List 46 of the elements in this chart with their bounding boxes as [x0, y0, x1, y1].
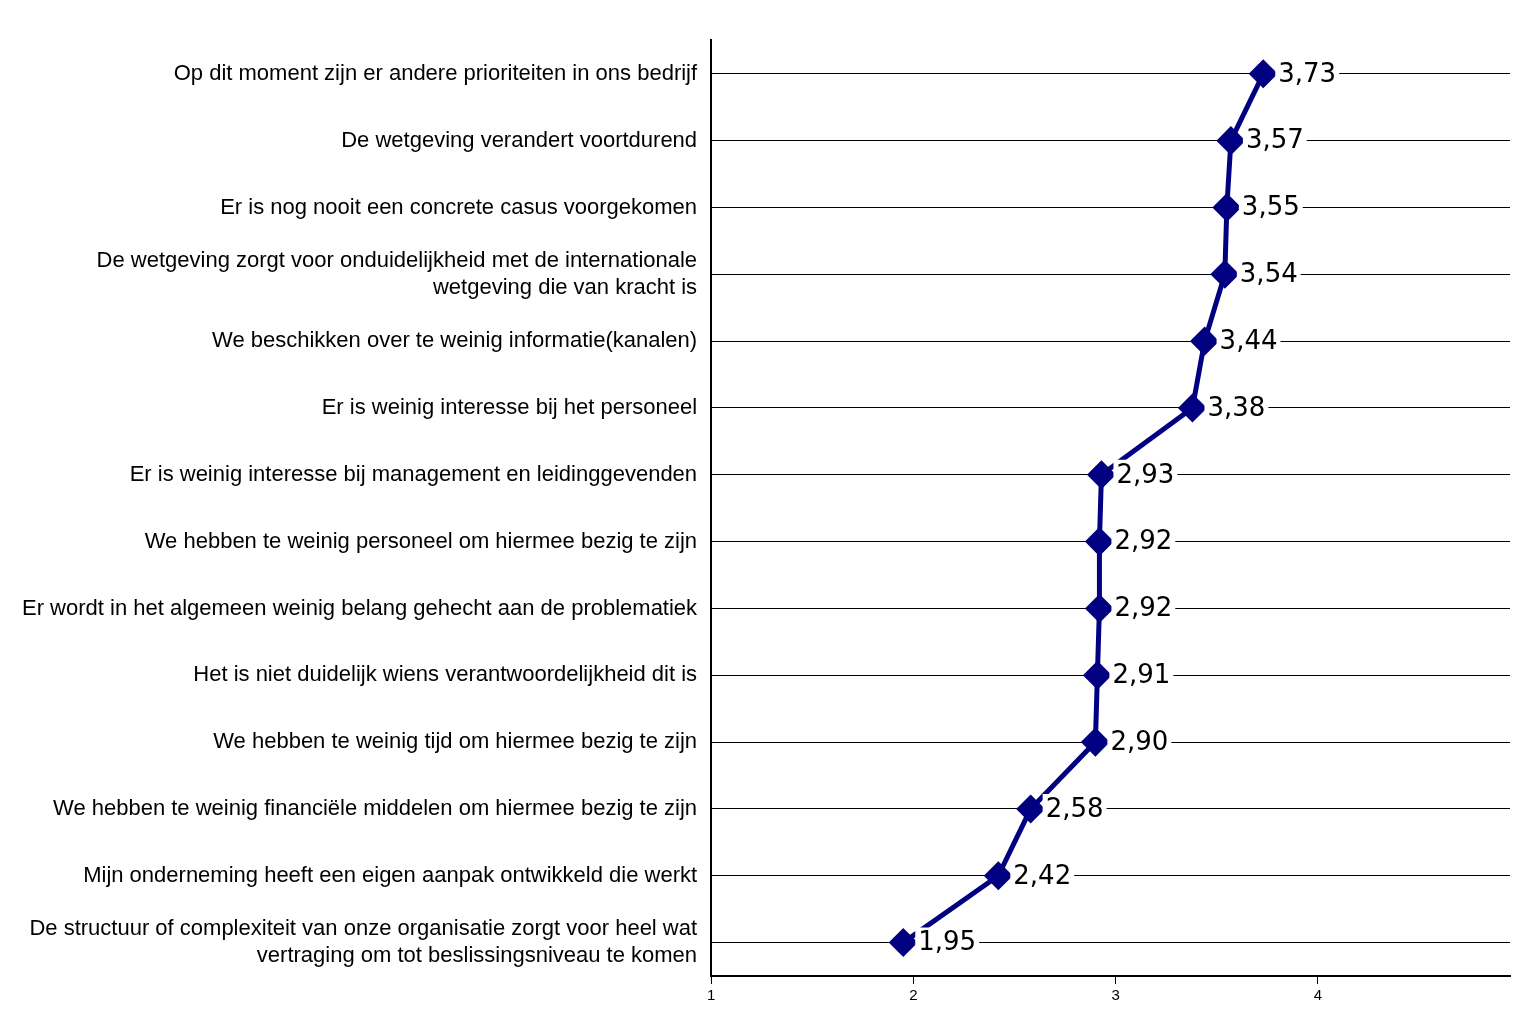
y-tick-label: Op dit moment zijn er andere prioriteiten in ons bedrijf: [173, 59, 698, 85]
data-label: 2,92: [1114, 592, 1173, 623]
point: [1213, 193, 1241, 221]
data-label: 2,58: [1045, 792, 1104, 823]
x-tick-label: 3: [1111, 986, 1120, 1004]
data-label: 2,93: [1116, 458, 1175, 489]
y-tick-label: We hebben te weinig personeel om hiermee bezig te zijn: [144, 527, 698, 553]
x-tick-label: 1: [706, 986, 716, 1004]
y-tick-label: We hebben te weinig tijd om hiermee bezig te zijn: [213, 728, 698, 754]
point: [1217, 127, 1245, 155]
y-tick-label: Er is weinig interesse bij management en leidinggevenden: [129, 460, 698, 486]
x-tick-label: 2: [909, 986, 918, 1004]
y-tick-label: Er wordt in het algemeen weinig belang gehecht aan de problematiek: [21, 594, 699, 620]
point: [889, 929, 917, 957]
point: [1249, 60, 1277, 88]
point: [1085, 594, 1113, 622]
y-tick-label: Er is weinig interesse bij het personeel: [321, 394, 698, 420]
data-label: 2,42: [1013, 859, 1072, 890]
data-label: 3,73: [1278, 57, 1337, 88]
data-label: 1,95: [918, 926, 977, 957]
x-tick-label: 4: [1313, 986, 1323, 1004]
point: [1087, 461, 1115, 489]
data-label: 2,90: [1110, 725, 1169, 756]
point: [1083, 661, 1111, 689]
point: [1191, 327, 1219, 355]
y-tick-label: We hebben te weinig financiële middelen om hiermee bezig te zijn: [53, 794, 698, 820]
y-tick-label: De structuur of complexiteit van onze organisatie zorgt voor heel wat vertraging om tot beslissingsniveau te komen: [29, 915, 698, 967]
data-label: 2,91: [1112, 659, 1171, 690]
y-tick-label: Het is niet duidelijk wiens verantwoordelijkheid dit is: [193, 661, 698, 687]
point: [1085, 528, 1113, 556]
data-label: 3,54: [1239, 258, 1298, 289]
data-label: 3,44: [1219, 324, 1278, 355]
data-label: 3,57: [1245, 124, 1304, 155]
point: [1081, 728, 1109, 756]
y-tick-label: Mijn onderneming heeft een eigen aanpak ontwikkeld die werkt: [83, 861, 698, 887]
point: [1017, 795, 1045, 823]
point: [984, 862, 1012, 890]
y-tick-label: We beschikken over te weinig informatie(kanalen): [212, 327, 698, 353]
y-tick-label: De wetgeving verandert voortdurend: [341, 126, 698, 152]
point: [1211, 260, 1239, 288]
data-label: 3,55: [1241, 191, 1300, 222]
data-label: 3,38: [1207, 391, 1266, 422]
y-tick-label: Er is nog nooit een concrete casus voorgekomen: [220, 193, 698, 219]
y-tick-label: De wetgeving zorgt voor onduidelijkheid met de internationale wetgeving die van kracht is: [96, 247, 698, 299]
point: [1178, 394, 1206, 422]
data-label: 2,92: [1114, 525, 1173, 556]
